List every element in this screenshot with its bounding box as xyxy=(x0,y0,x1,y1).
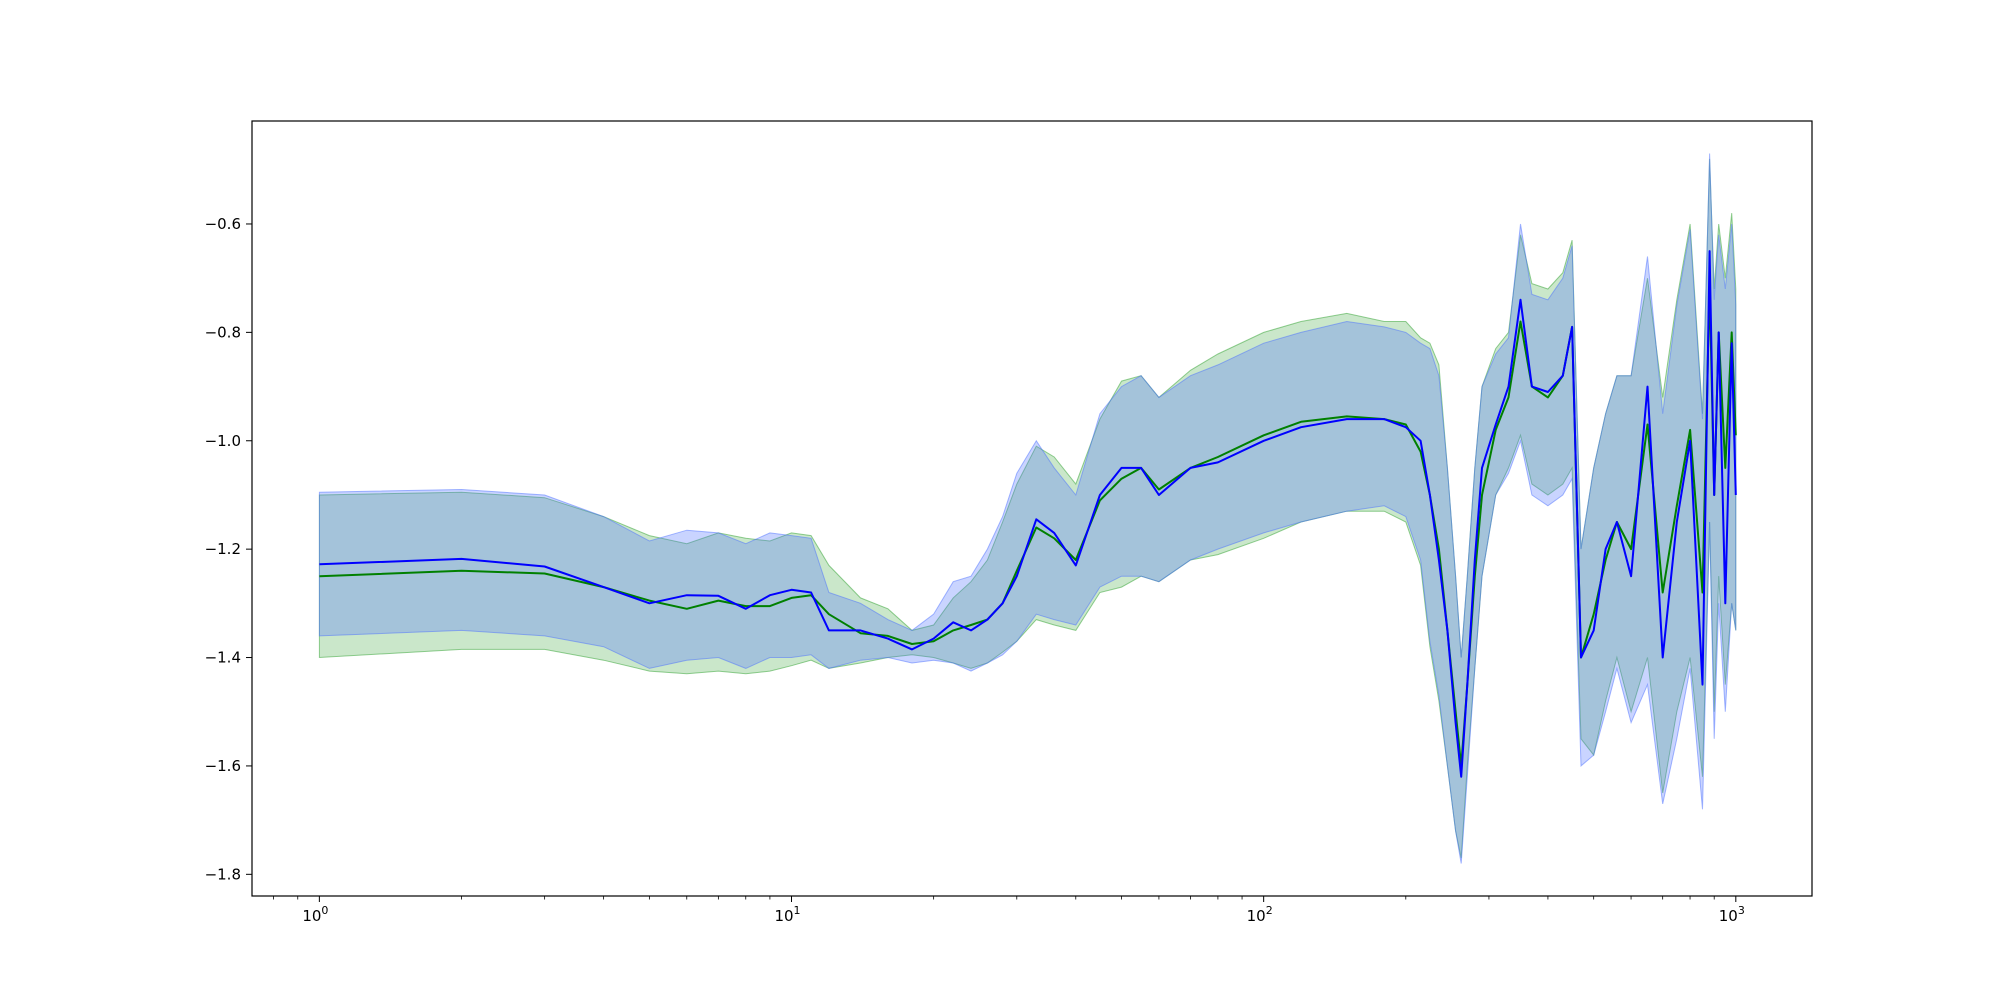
x-tick-label-3: 103 xyxy=(1719,904,1745,925)
y-tick-label-3: −1.2 xyxy=(205,540,241,558)
y-tick-label-6: −1.8 xyxy=(205,865,241,883)
axes-frame xyxy=(251,120,1813,897)
y-tick-label-0: −0.6 xyxy=(205,215,241,233)
y-tick-label-2: −1.0 xyxy=(205,432,241,450)
y-tick-label-4: −1.4 xyxy=(205,649,241,667)
y-tick-label-1: −0.8 xyxy=(205,323,241,341)
x-tick-label-2: 102 xyxy=(1247,904,1273,925)
x-tick-label-1: 101 xyxy=(774,904,800,925)
y-axis: −0.6 −0.8 −1.0 −1.2 −1.4 −1.6 −1.8 xyxy=(205,215,252,883)
series-2-band xyxy=(318,153,1737,864)
x-tick-label-0: 100 xyxy=(302,904,328,925)
x-axis: 100 101 102 103 xyxy=(273,896,1745,925)
y-tick-label-5: −1.6 xyxy=(205,757,241,775)
series-2-line xyxy=(319,250,1737,778)
plot-area xyxy=(318,153,1737,864)
